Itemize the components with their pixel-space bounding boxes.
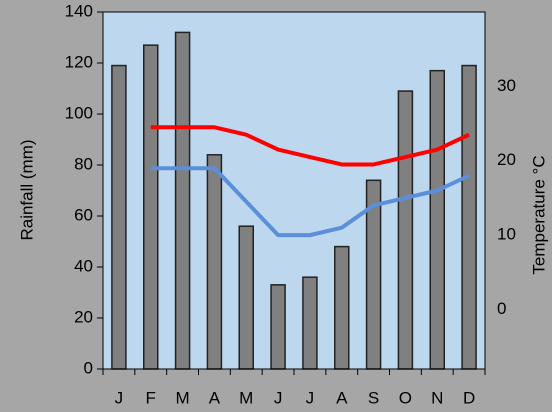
y-tick-label: 40 [74, 256, 93, 275]
x-tick-label: J [306, 388, 315, 407]
x-tick-label: A [336, 388, 348, 407]
bar [174, 31, 191, 370]
temperature-line [150, 125, 470, 167]
y-tick-label: 60 [74, 205, 93, 224]
x-tick-label: F [146, 388, 156, 407]
x-tick-label: M [175, 388, 189, 407]
y-axis-label: Rainfall (mm) [17, 139, 36, 240]
plot-area [102, 11, 486, 370]
y-tick-label: 20 [74, 307, 93, 326]
x-tick-label: S [368, 388, 379, 407]
x-tick-label: M [239, 388, 253, 407]
y-tick-label: 120 [65, 52, 93, 71]
y-tick-label: 0 [84, 358, 93, 377]
bar [461, 64, 477, 370]
temperature-line [150, 166, 470, 238]
x-tick-label: N [431, 388, 443, 407]
bar [270, 284, 286, 370]
y-tick-label: 100 [65, 103, 93, 122]
y2-tick-label: 10 [497, 225, 516, 244]
y2-tick-label: 20 [497, 150, 516, 169]
bar [142, 44, 159, 370]
x-tick-label: A [209, 388, 221, 407]
x-tick-label: D [463, 388, 475, 407]
x-tick-label: O [399, 388, 412, 407]
x-tick-label: J [115, 388, 124, 407]
bar [429, 69, 446, 370]
bar [111, 64, 127, 370]
bar [238, 225, 255, 370]
bar [206, 154, 223, 370]
x-tick-label: J [274, 388, 283, 407]
bar [302, 276, 318, 370]
bar [333, 245, 350, 370]
y2-tick-label: 30 [497, 76, 516, 95]
y2-tick-label: 0 [497, 299, 506, 318]
y2-axis-label: Temperature °C [529, 155, 548, 274]
y-tick-label: 140 [65, 1, 93, 20]
bar [397, 90, 414, 370]
y-tick-label: 80 [74, 154, 93, 173]
